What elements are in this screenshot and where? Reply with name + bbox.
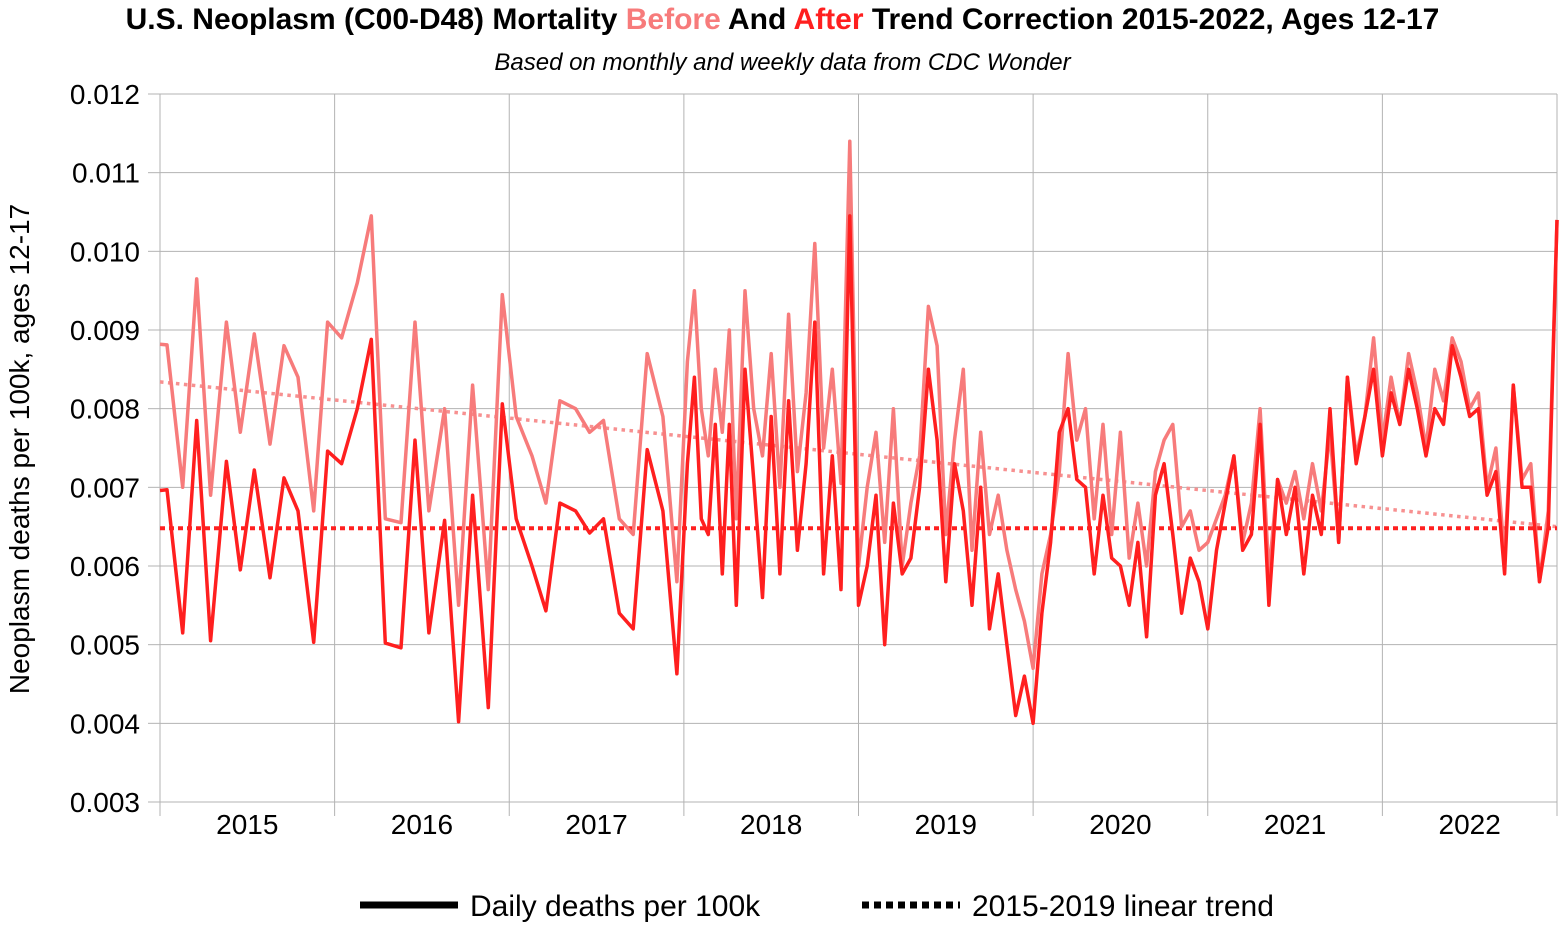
title-after-word: After [793,3,864,36]
chart-title: U.S. Neoplasm (C00-D48) Mortality Before… [0,0,1565,40]
axes: 0.003 0.004 0.005 0.006 0.007 0.008 0.009 0.010… [70,79,1501,840]
legend: Daily deaths per 100k 2015-2019 linear t… [360,890,1274,923]
x-tick-label: 2017 [565,809,627,840]
data-series [159,139,1559,726]
title-suffix: Trend Correction 2015-2022, Ages 12-17 [863,3,1440,36]
y-tick-label: 0.011 [72,158,140,189]
y-tick-label: 0.012 [70,79,140,110]
x-tick-label: 2018 [740,809,802,840]
x-tick-label: 2022 [1439,809,1501,840]
y-tick-label: 0.003 [70,787,140,818]
x-tick-label: 2016 [391,809,453,840]
x-tick-label: 2019 [915,809,977,840]
x-tick-label: 2021 [1264,809,1326,840]
legend-label-trend: 2015-2019 linear trend [972,890,1274,923]
y-tick-label: 0.004 [70,708,140,739]
x-tick-label: 2020 [1089,809,1151,840]
y-tick-label: 0.005 [70,630,140,661]
title-prefix: U.S. Neoplasm (C00-D48) Mortality [125,3,626,36]
x-tick-label: 2015 [216,809,278,840]
chart-subtitle: Based on monthly and weekly data from CD… [494,49,1071,76]
y-tick-label: 0.008 [70,394,140,425]
grid-lines [159,93,1558,816]
y-axis-label: Neoplasm deaths per 100k, ages 12-17 [4,204,35,694]
legend-label-daily: Daily deaths per 100k [470,890,761,923]
y-tick-label: 0.009 [70,315,140,346]
y-tick-label: 0.007 [70,472,140,503]
title-middle: And [720,3,794,36]
y-tick-label: 0.010 [70,236,140,267]
after-series-line [159,214,1559,726]
title-before-word: Before [625,3,721,36]
y-tick-label: 0.006 [70,551,140,582]
